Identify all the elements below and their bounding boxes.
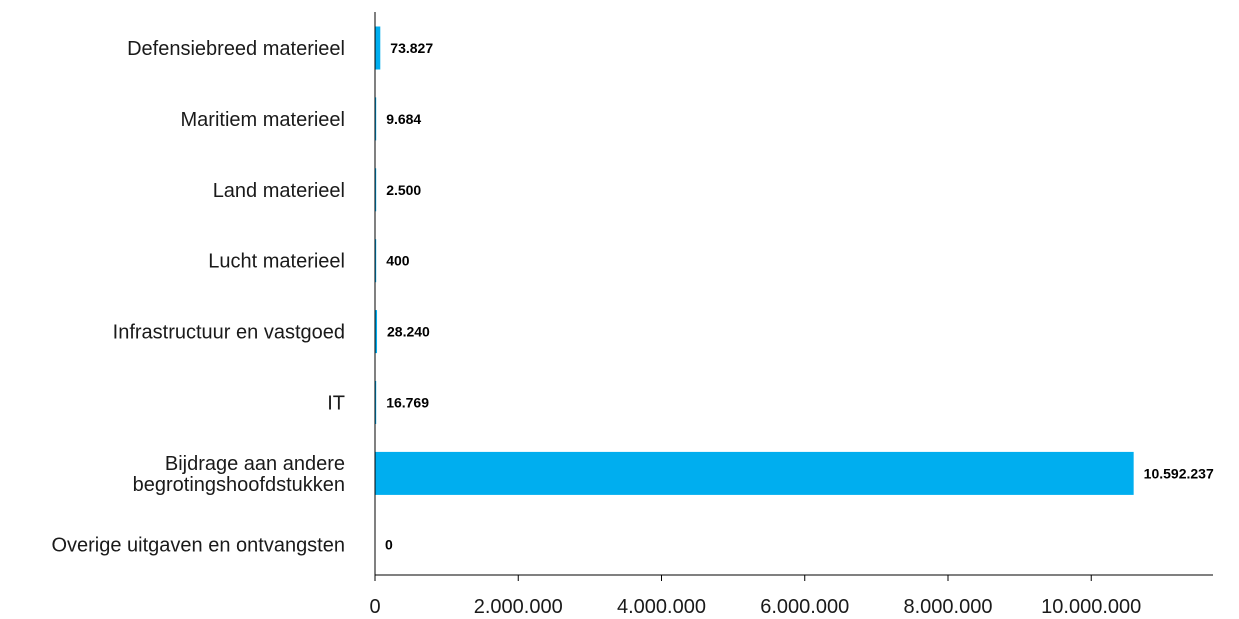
bar xyxy=(375,310,378,354)
bar xyxy=(375,26,381,70)
category-label: Lucht materieel xyxy=(208,251,345,273)
x-tick-label: 8.000.000 xyxy=(903,596,992,618)
x-tick-label: 0 xyxy=(369,596,380,618)
category-label-line: Bijdrage aan andere xyxy=(165,453,345,475)
bars-group xyxy=(375,26,1134,495)
category-label-line: Overige uitgaven en ontvangsten xyxy=(51,534,345,556)
category-label-line: IT xyxy=(327,393,345,415)
data-label: 0 xyxy=(385,536,393,552)
data-label: 73.827 xyxy=(390,40,433,56)
category-label-line: Infrastructuur en vastgoed xyxy=(113,322,345,344)
bar xyxy=(375,239,377,283)
data-label: 28.240 xyxy=(387,324,430,340)
bar xyxy=(375,168,377,212)
category-label-line: Lucht materieel xyxy=(208,251,345,273)
data-label: 400 xyxy=(386,253,410,269)
category-labels-group: Defensiebreed materieel Maritiem materiee… xyxy=(51,38,345,556)
category-label: Bijdrage aan andere begrotingshoofdstukke… xyxy=(133,453,345,496)
x-tick-label: 6.000.000 xyxy=(760,596,849,618)
value-labels-group: 73.827 9.684 2.500 400 28.240 16.769 10.592.23… xyxy=(385,40,1214,552)
category-label-line: Defensiebreed materieel xyxy=(127,38,345,60)
data-label: 16.769 xyxy=(386,395,429,411)
data-label: 2.500 xyxy=(386,182,421,198)
category-label: Overige uitgaven en ontvangsten xyxy=(51,534,345,556)
bar xyxy=(375,451,1134,495)
category-label-line: begrotingshoofdstukken xyxy=(133,474,345,496)
x-tick-label: 4.000.000 xyxy=(617,596,706,618)
data-label: 9.684 xyxy=(386,111,421,127)
category-label: Infrastructuur en vastgoed xyxy=(113,322,345,344)
data-label: 10.592.237 xyxy=(1144,465,1214,481)
category-label: Defensiebreed materieel xyxy=(127,38,345,60)
x-tick-label: 10.000.000 xyxy=(1041,596,1141,618)
bar xyxy=(375,381,377,424)
x-ticks-group: 0 2.000.000 4.000.000 6.000.000 8.000.000 10.… xyxy=(369,575,1141,618)
category-label: Maritiem materieel xyxy=(181,109,345,131)
x-tick-label: 2.000.000 xyxy=(474,596,563,618)
category-label: IT xyxy=(327,393,345,415)
category-label-line: Land materieel xyxy=(213,180,345,202)
bar xyxy=(375,97,377,141)
category-label-line: Maritiem materieel xyxy=(181,109,345,131)
category-label: Land materieel xyxy=(213,180,345,202)
